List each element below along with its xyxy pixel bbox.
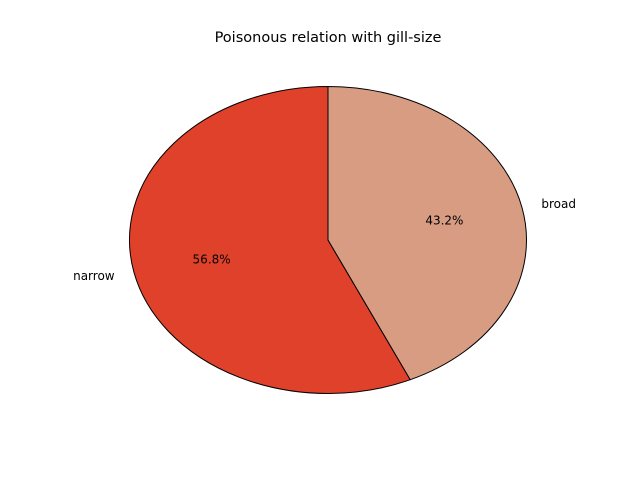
pie-labels: narrow 56.8% broad 43.2%: [73, 197, 576, 283]
pie-slice-broad: [327, 86, 527, 381]
slice-label-broad: broad: [541, 197, 576, 211]
pie-slice-narrow: [129, 86, 411, 394]
slice-percent-broad: 43.2%: [425, 213, 463, 227]
slice-label-narrow: narrow: [73, 269, 115, 283]
slice-percent-narrow: 56.8%: [193, 253, 231, 267]
chart-title: Poisonous relation with gill-size: [215, 30, 442, 46]
pie-slices: [129, 86, 527, 394]
